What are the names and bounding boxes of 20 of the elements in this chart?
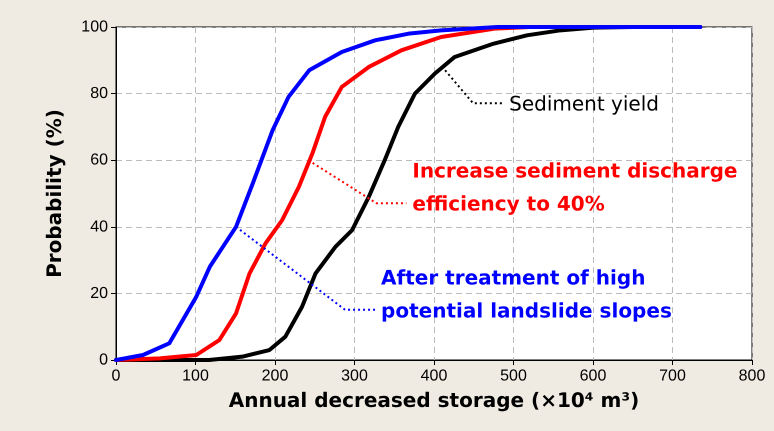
annotation: After treatment of high potential landslide slopes — [381, 265, 672, 322]
y-tick-label: 100 — [81, 18, 108, 36]
x-tick-label: 0 — [112, 368, 121, 384]
annotation: Increase sediment discharge efficiency to 40% — [412, 158, 738, 216]
x-tick-label: 300 — [341, 368, 368, 384]
annotation: Sediment yield — [509, 91, 660, 116]
x-tick-label: 500 — [500, 368, 527, 384]
y-tick-label: 20 — [90, 284, 108, 302]
x-tick-label: 400 — [420, 368, 448, 384]
x-tick-label: 600 — [580, 368, 606, 384]
x-tick-label: 200 — [262, 368, 288, 384]
y-tick-label: 80 — [90, 85, 108, 102]
y-tick-label: 0 — [99, 352, 108, 368]
y-axis-title: Probability (%) — [42, 109, 66, 278]
x-axis-title: Annual decreased storage (×10⁴ m³) — [228, 388, 640, 412]
y-tick-label: 60 — [90, 152, 108, 169]
x-tick-label: 800 — [738, 368, 766, 384]
x-tick-label: 100 — [182, 368, 209, 384]
y-tick-label: 40 — [90, 218, 108, 236]
x-tick-label: 700 — [659, 368, 686, 384]
